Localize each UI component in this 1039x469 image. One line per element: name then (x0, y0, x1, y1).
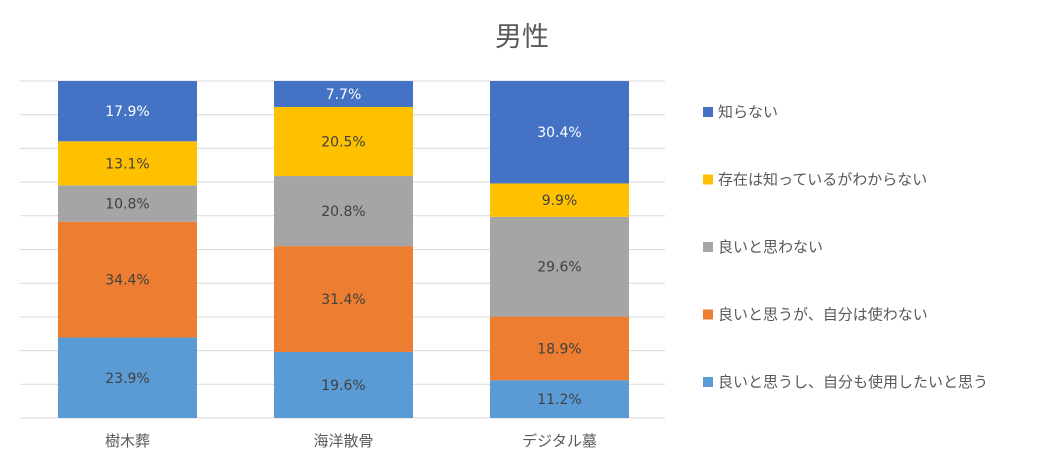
legend-label: 知らない (718, 103, 778, 121)
bar-segment (490, 216, 629, 317)
data-label: 11.2% (537, 392, 581, 408)
bar-segment (274, 81, 413, 107)
data-label: 20.5% (321, 134, 365, 150)
bar-segment (274, 351, 413, 418)
bar-segment (58, 141, 197, 186)
data-label: 18.9% (537, 341, 581, 357)
bar-segment (274, 176, 413, 247)
bar-segment (490, 81, 629, 184)
data-label: 17.9% (105, 104, 149, 120)
bar-segment (58, 185, 197, 222)
legend-swatch (703, 107, 713, 117)
data-label: 9.9% (542, 193, 578, 209)
legend: 知らない存在は知っているがわからない良いと思わない良いと思うが、自分は使わない良… (703, 103, 988, 391)
data-label: 34.4% (105, 273, 149, 289)
bar-segment (58, 81, 197, 142)
legend-label: 良いと思わない (718, 238, 823, 256)
bar-segment (58, 337, 197, 418)
data-label: 20.8% (321, 204, 365, 220)
data-label: 10.8% (105, 197, 149, 213)
bar-segment (274, 106, 413, 177)
bar-segment (274, 246, 413, 352)
x-axis-labels: 樹木葬 海洋散骨 デジタル墓 (105, 432, 597, 450)
chart-title: 男性 (495, 22, 549, 53)
bar-segment (490, 183, 629, 217)
bar-segment (490, 316, 629, 381)
x-tick-label: デジタル墓 (522, 432, 597, 450)
data-label: 7.7% (326, 87, 362, 103)
x-tick-label: 樹木葬 (105, 432, 150, 450)
legend-swatch (703, 309, 713, 320)
data-label: 19.6% (321, 378, 365, 394)
legend-swatch (703, 242, 713, 252)
data-label: 13.1% (105, 156, 149, 172)
data-label: 30.4% (537, 125, 581, 141)
legend-swatch (703, 174, 713, 185)
bars: 23.9% 34.4% 10.8% 13.1% 17.9% 19.6% 31.4% 20.8%… (58, 81, 629, 418)
data-label: 29.6% (537, 260, 581, 276)
legend-label: 良いと思うし、自分も使用したいと思う (718, 373, 988, 391)
legend-swatch (703, 377, 713, 387)
data-label: 23.9% (105, 371, 149, 387)
legend-label: 存在は知っているがわからない (718, 171, 927, 189)
data-label: 31.4% (321, 292, 365, 308)
bar-segment (58, 221, 197, 338)
x-tick-label: 海洋散骨 (313, 432, 373, 450)
bar-segment (490, 380, 629, 418)
legend-label: 良いと思うが、自分は使わない (718, 306, 928, 324)
